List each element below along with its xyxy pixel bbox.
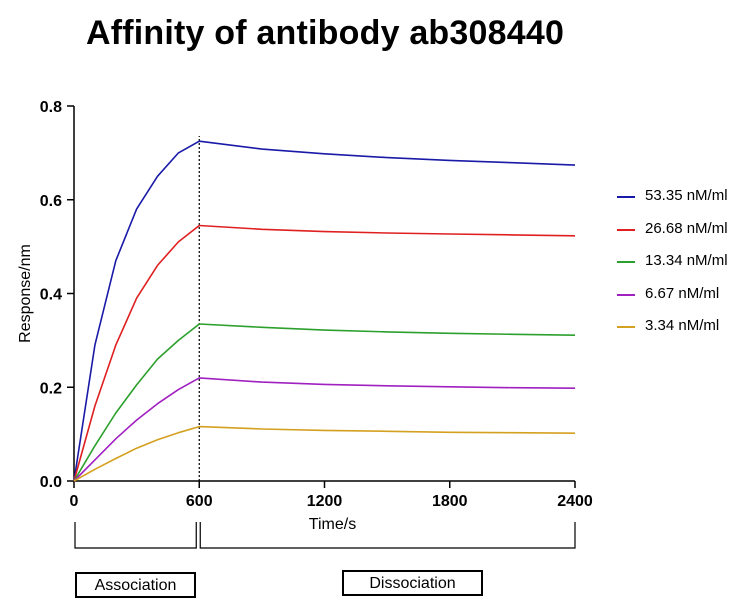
y-tick-label: 0.4 — [40, 287, 62, 304]
series-line — [73, 377, 576, 482]
legend-item: 13.34 nM/ml — [617, 251, 747, 273]
y-axis-title: Response/nm — [17, 244, 34, 343]
x-tick-label: 1800 — [432, 493, 468, 510]
y-tick-label: 0.6 — [40, 193, 62, 210]
x-tick-label: 2400 — [557, 493, 593, 510]
legend-swatch — [617, 326, 635, 328]
x-axis-title: Time/s — [309, 516, 356, 533]
series-line — [73, 323, 576, 482]
y-tick-label: 0.0 — [40, 474, 62, 491]
series-line — [73, 224, 576, 482]
legend-label: 3.34 nM/ml — [645, 317, 720, 334]
legend-swatch — [617, 293, 635, 296]
association-bracket — [74, 522, 197, 549]
association-label: Association — [75, 572, 196, 598]
x-tick-label: 1200 — [307, 493, 343, 510]
y-tick-label: 0.8 — [40, 99, 62, 116]
legend-label: 13.34 nM/ml — [645, 252, 728, 269]
x-tick-label: 0 — [70, 493, 79, 510]
legend-label: 26.68 nM/ml — [645, 219, 728, 237]
legend-swatch — [617, 261, 635, 263]
chart-legend: 53.35 nM/ml 26.68 nM/ml 13.34 nM/ml 6.67 nM… — [617, 186, 747, 349]
dissociation-label: Dissociation — [342, 570, 483, 596]
legend-item: 53.35 nM/ml — [617, 186, 747, 208]
chart-title: Affinity of antibody ab308440 — [85, 14, 565, 52]
legend-label: 53.35 nM/ml — [645, 187, 728, 204]
y-tick-label: 0.2 — [40, 380, 62, 397]
series-line — [73, 425, 576, 482]
legend-swatch — [617, 196, 635, 198]
dissociation-bracket — [199, 522, 576, 549]
legend-label: 6.67 nM/ml — [645, 284, 720, 302]
legend-item: 3.34 nM/ml — [617, 316, 747, 338]
legend-item: 6.67 nM/ml — [617, 284, 747, 306]
x-tick-label: 600 — [186, 493, 213, 510]
legend-swatch — [617, 228, 635, 231]
legend-item: 26.68 nM/ml — [617, 219, 747, 241]
series-line — [73, 140, 576, 482]
